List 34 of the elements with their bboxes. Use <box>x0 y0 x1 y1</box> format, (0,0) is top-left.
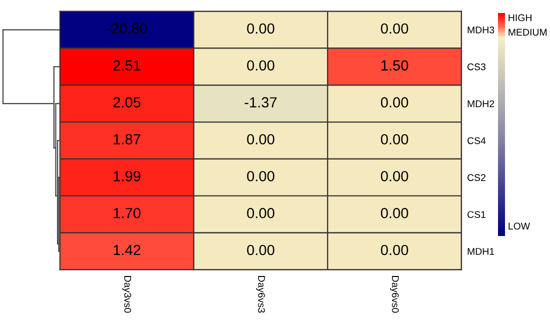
y-tick-label: CS3 <box>468 63 486 70</box>
text: HIGH <box>508 14 532 22</box>
x-tick-label: Day3vs0 <box>122 276 132 313</box>
y-tick-label: MDH1 <box>468 248 494 255</box>
data-label: 1.87 <box>114 134 140 144</box>
text: MEDIUM <box>508 28 547 36</box>
data-label: -20.80 <box>106 23 147 34</box>
data-label: 2.51 <box>113 60 140 71</box>
data-label: 1.70 <box>114 208 140 218</box>
data-label: 2.05 <box>113 97 140 108</box>
data-label: -1.37 <box>244 97 277 108</box>
data-label: 1.99 <box>114 171 140 182</box>
data-label: 0.00 <box>380 134 408 144</box>
y-tick-label: MDH2 <box>468 100 494 108</box>
data-label: 0.00 <box>247 23 274 34</box>
data-label: 0.00 <box>380 97 408 108</box>
y-tick-label: CS4 <box>468 137 486 144</box>
y-tick-label: MDH3 <box>468 26 494 34</box>
x-tick-label: Day6vs0 <box>390 276 399 313</box>
data-label: 1.50 <box>381 60 408 71</box>
data-label: 0.00 <box>380 208 408 218</box>
data-label: 0.00 <box>247 60 274 71</box>
data-label: 0.00 <box>380 23 408 34</box>
data-label: 0.00 <box>380 244 408 256</box>
data-label: 0.00 <box>247 171 274 182</box>
y-tick-label: CS2 <box>468 174 486 182</box>
data-label: 0.00 <box>380 171 408 182</box>
data-label: 0.00 <box>247 244 274 256</box>
y-tick-label: CS1 <box>468 211 486 218</box>
x-tick-label: Day6vs3 <box>256 276 265 313</box>
data-label: 1.42 <box>114 244 140 256</box>
data-label: 0.00 <box>247 134 274 144</box>
data-label: 0.00 <box>247 208 274 218</box>
text: LOW <box>508 222 530 230</box>
